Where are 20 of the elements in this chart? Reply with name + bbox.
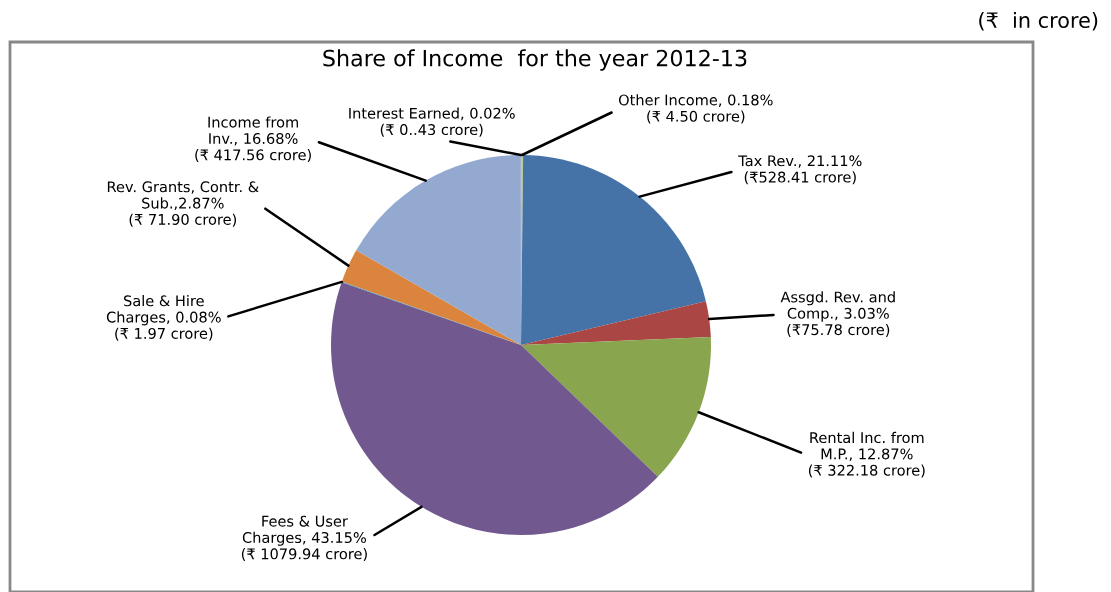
- data-label: (₹528.41 crore): [744, 171, 856, 185]
- slice-label: Rental Inc. from M.P., 12.87%: [810, 431, 924, 461]
- slice-label: Tax Rev., 21.11%: [738, 155, 862, 168]
- data-label: (₹ 0..43 crore): [380, 123, 483, 137]
- data-label: (₹ 322.18 crore): [808, 464, 925, 478]
- chart-title: Share of Income for the year 2012-13: [323, 49, 747, 71]
- slice-label: Fees & User Charges, 43.15%: [242, 515, 366, 546]
- data-label: (₹ 417.56 crore): [195, 149, 311, 163]
- data-label: (₹ 1.97 crore): [115, 327, 213, 341]
- slice-label: Income from Inv., 16.68%: [208, 116, 298, 146]
- slice-label: Sale & Hire Charges, 0.08%: [106, 295, 221, 326]
- data-label: (₹ 4.50 crore): [647, 110, 745, 124]
- data-label: (₹ 71.90 crore): [129, 213, 237, 227]
- slice-label: Rev. Grants, Contr. & Sub.,2.87%: [107, 181, 259, 211]
- slice-label: Other Income, 0.18%: [618, 94, 773, 107]
- data-label: (₹75.78 crore): [787, 323, 890, 337]
- slice-label: Assgd. Rev. and Comp., 3.03%: [780, 291, 895, 322]
- data-label: (₹ 1079.94 crore): [241, 548, 367, 562]
- text: (₹ in crore): [979, 11, 1098, 31]
- slice-label: Interest Earned, 0.02%: [349, 107, 515, 121]
